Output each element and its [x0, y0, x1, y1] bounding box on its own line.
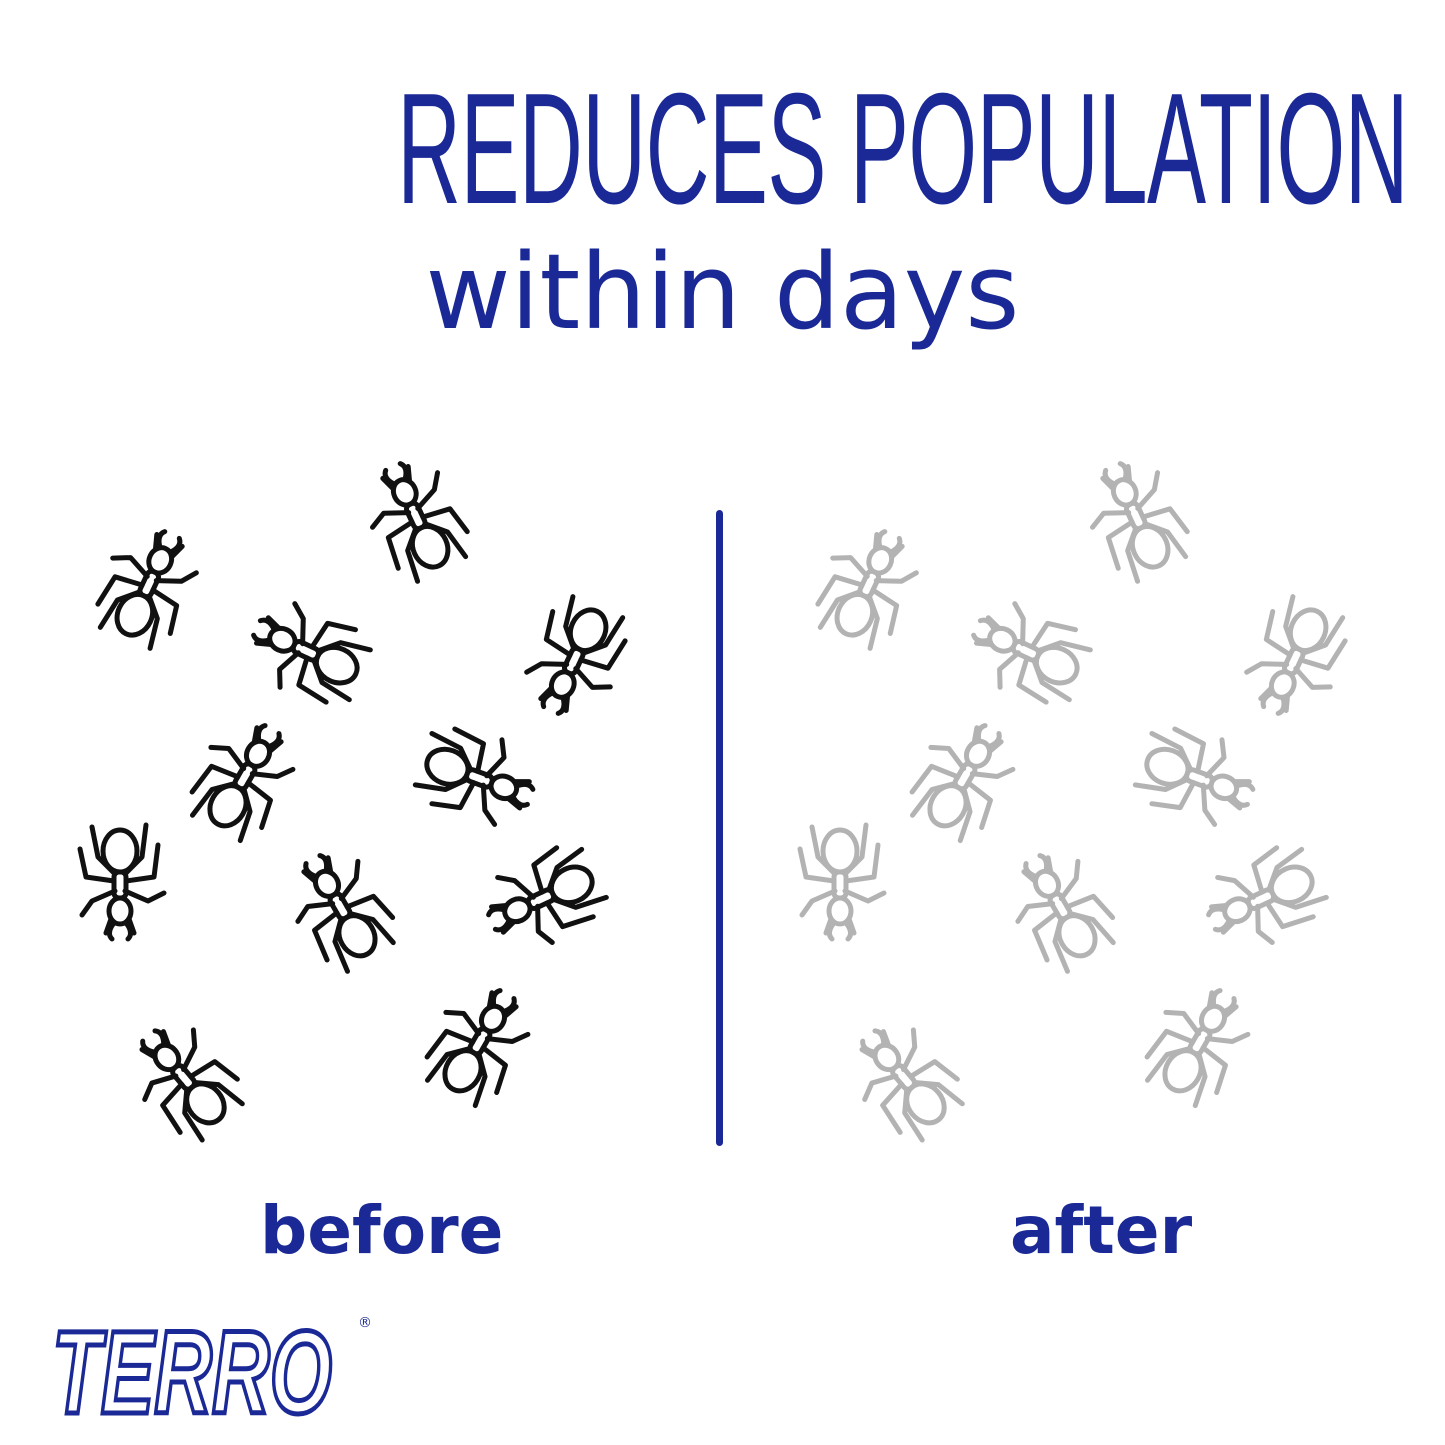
ant-icon [84, 516, 208, 655]
ant-icon [177, 708, 307, 849]
ant-icon [238, 592, 377, 716]
ant-icon [804, 516, 928, 655]
after-ant-group [800, 450, 1359, 1151]
ant-icon [800, 825, 884, 939]
ant-icon [1073, 450, 1197, 589]
ant-icon [1195, 838, 1334, 962]
ant-icon [515, 590, 639, 729]
headline-text: REDUCES POPULATION [397, 61, 1409, 237]
ant-icon [275, 840, 405, 981]
ant-icon [353, 450, 477, 589]
ant-icon [1235, 590, 1359, 729]
headline: REDUCES POPULATION [0, 61, 1445, 237]
after-label: after [1010, 1192, 1193, 1269]
ant-icon [1129, 717, 1265, 835]
ant-icon [995, 840, 1125, 981]
ant-icon [897, 708, 1027, 849]
terro-logo: TERRO ® [50, 1305, 373, 1425]
before-ant-group [80, 450, 639, 1151]
registered-mark: ® [358, 1315, 372, 1331]
ant-icon [115, 1010, 253, 1151]
before-label: before [260, 1192, 504, 1269]
ant-icon [80, 825, 164, 939]
subheadline: within days [425, 231, 1020, 353]
ant-icon [475, 838, 614, 962]
ant-icon [412, 973, 542, 1114]
ant-icon [409, 717, 545, 835]
ant-icon [1132, 973, 1262, 1114]
before-after-divider [716, 510, 723, 1146]
ant-icon [835, 1010, 973, 1151]
logo-wordmark: TERRO [52, 1307, 332, 1425]
ant-icon [958, 592, 1097, 716]
